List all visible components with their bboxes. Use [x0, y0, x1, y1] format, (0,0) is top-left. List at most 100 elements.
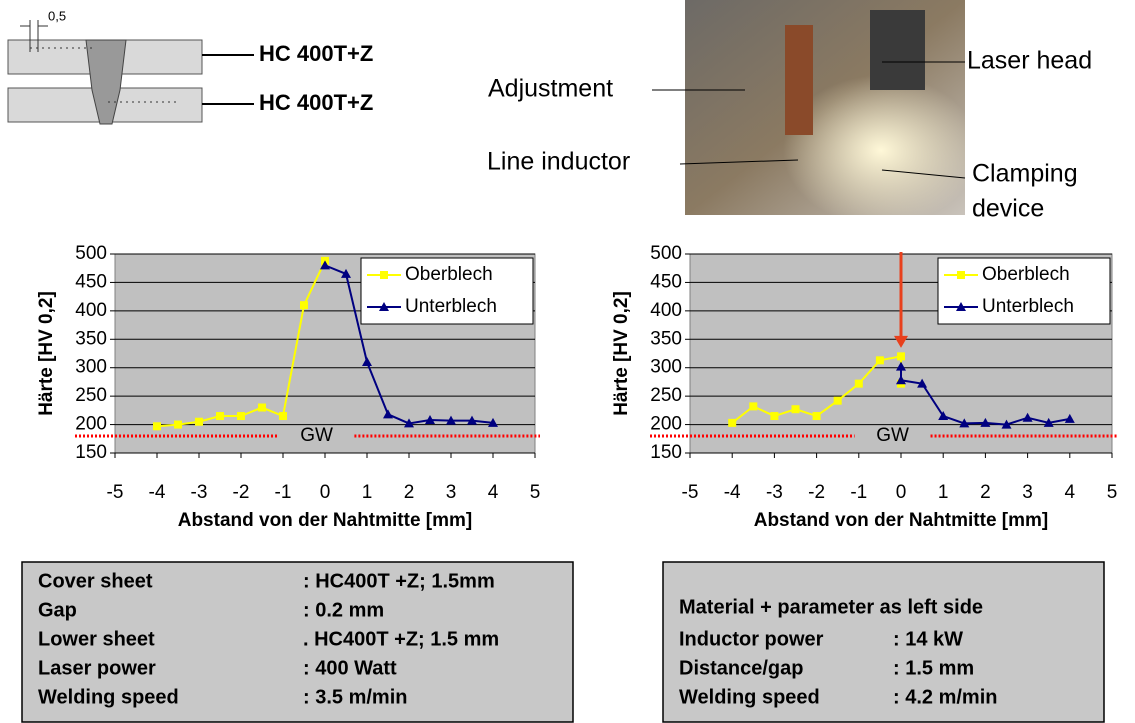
point — [341, 268, 351, 278]
row-value: : 1.5 mm — [893, 657, 974, 679]
y-tick-label: 350 — [75, 328, 107, 349]
point — [896, 361, 906, 371]
point — [896, 375, 906, 385]
sheet-label: HC 400T+Z — [259, 41, 373, 66]
x-tick-label: 3 — [446, 482, 457, 503]
y-tick-label: 250 — [75, 385, 107, 406]
x-tick-label: -5 — [107, 482, 124, 503]
weld-seam — [85, 39, 127, 125]
row-value: : 400 Watt — [303, 657, 397, 679]
weld-diagram: 0,5 HC 400T+Z HC 400T+Z — [7, 8, 373, 125]
x-tick-label: 0 — [320, 482, 331, 503]
point — [237, 412, 245, 421]
point — [854, 379, 863, 388]
y-tick-label: 300 — [75, 357, 107, 378]
point — [258, 403, 266, 412]
row-value: : 3.5 m/min — [303, 686, 407, 708]
y-tick-label: 500 — [650, 243, 682, 264]
arrow-head — [894, 335, 908, 348]
x-tick-label: 4 — [488, 482, 499, 503]
legend-label: Unterblech — [405, 296, 497, 317]
y-tick-label: 350 — [650, 328, 682, 349]
y-tick-label: 450 — [75, 271, 107, 292]
point — [770, 412, 779, 421]
x-axis-title: Abstand von der Nahtmitte [mm] — [754, 510, 1049, 531]
photo: Adjustment Laser head Line inductor Clam… — [487, 0, 1092, 223]
point — [362, 357, 372, 367]
box-heading: Material + parameter as left side — [679, 596, 983, 618]
point — [216, 412, 224, 421]
point — [875, 356, 884, 365]
point — [791, 405, 800, 414]
x-tick-label: -5 — [682, 482, 699, 503]
y-tick-label: 400 — [650, 300, 682, 321]
x-tick-label: 5 — [1107, 482, 1118, 503]
legend-marker — [379, 302, 389, 311]
y-tick-label: 300 — [650, 357, 682, 378]
chart: 150 200 250 300 350 400 450 500 -5 -4 -3 -2 -1 0 1 2 3 4 5… — [36, 243, 540, 531]
x-tick-label: 2 — [980, 482, 991, 503]
photo-label: device — [972, 195, 1044, 223]
point — [404, 418, 414, 428]
x-tick-label: -4 — [149, 482, 166, 503]
info-box — [21, 561, 574, 723]
row-label: Gap — [38, 599, 77, 621]
x-tick-label: 0 — [896, 482, 907, 503]
x-tick-label: 3 — [1022, 482, 1033, 503]
legend-label: Oberblech — [982, 264, 1070, 285]
row-label: Inductor power — [679, 628, 824, 650]
point — [153, 422, 161, 431]
row-label: Distance/gap — [679, 657, 803, 679]
x-tick-label: -3 — [766, 482, 783, 503]
info-box — [662, 561, 1105, 723]
legend-label: Oberblech — [405, 264, 493, 285]
sheet-label: HC 400T+Z — [259, 90, 373, 115]
y-tick-label: 450 — [650, 271, 682, 292]
row-value: : HC400T +Z; 1.5mm — [303, 570, 495, 592]
y-axis-title: Härte [HV 0,2] — [611, 291, 632, 416]
x-tick-label: 1 — [938, 482, 949, 503]
point — [959, 418, 970, 428]
x-tick-label: 5 — [530, 482, 541, 503]
point — [446, 415, 456, 425]
point — [279, 412, 287, 421]
row-label: Welding speed — [679, 686, 820, 708]
legend-label: Unterblech — [982, 296, 1074, 317]
legend-marker — [957, 271, 965, 279]
point — [917, 378, 928, 388]
row-value: : 4.2 m/min — [893, 686, 997, 708]
point — [425, 415, 435, 425]
photo-label: Adjustment — [488, 75, 613, 103]
y-tick-label: 200 — [75, 414, 107, 435]
legend-marker — [956, 302, 966, 311]
point — [174, 420, 182, 429]
row-label: Welding speed — [38, 686, 179, 708]
point — [320, 260, 330, 270]
row-value: . HC400T +Z; 1.5 mm — [303, 628, 499, 650]
chart: 150 200 250 300 350 400 450 500 -5 -4 -3 -2 -1 0 1 2 3 4 5… — [611, 243, 1117, 531]
point — [467, 415, 477, 425]
point — [383, 409, 393, 419]
reference-label: GW — [300, 425, 333, 446]
x-tick-label: 4 — [1065, 482, 1076, 503]
x-tick-label: -3 — [191, 482, 208, 503]
point — [728, 418, 737, 427]
y-tick-label: 200 — [650, 414, 682, 435]
legend-marker — [380, 271, 388, 279]
row-label: Cover sheet — [38, 570, 153, 592]
x-tick-label: 1 — [362, 482, 373, 503]
point — [833, 396, 842, 405]
point — [980, 417, 991, 427]
x-tick-label: -1 — [850, 482, 867, 503]
y-tick-label: 400 — [75, 300, 107, 321]
y-axis-title: Härte [HV 0,2] — [36, 291, 57, 416]
legend — [360, 257, 534, 325]
row-value: : 14 kW — [893, 628, 963, 650]
series-line — [731, 355, 902, 424]
row-label: Lower sheet — [38, 628, 155, 650]
point — [488, 417, 498, 427]
y-tick-label: 250 — [650, 385, 682, 406]
x-axis-title: Abstand von der Nahtmitte [mm] — [178, 510, 473, 531]
